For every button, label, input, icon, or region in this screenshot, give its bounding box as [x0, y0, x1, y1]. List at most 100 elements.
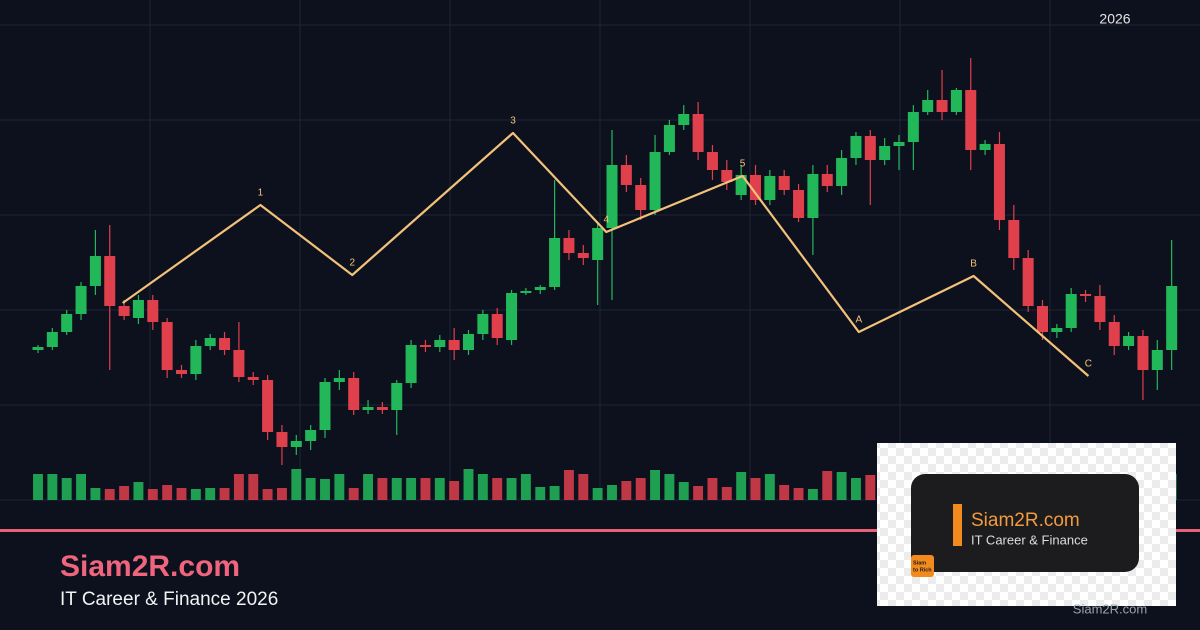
- candle-body: [635, 185, 647, 210]
- wave: 1 2 3 4 5 A B C: [122, 116, 1092, 377]
- candle-body: [333, 378, 345, 382]
- candle-body: [491, 314, 503, 338]
- candle-body: [376, 407, 388, 410]
- volume-bar: [678, 482, 689, 500]
- candle-body: [1051, 328, 1063, 332]
- wave-label: A: [855, 315, 862, 326]
- candle-body: [864, 136, 876, 160]
- candle-body: [577, 253, 589, 258]
- volume-bar: [736, 472, 747, 500]
- candle-body: [448, 340, 460, 350]
- volume-bar: [33, 474, 43, 500]
- volume-bar: [277, 488, 287, 500]
- candle-body: [463, 334, 474, 350]
- candle-body: [276, 432, 288, 447]
- candle-body: [1166, 286, 1178, 350]
- card-tagline: IT Career & Finance: [971, 532, 1088, 547]
- volume-bar: [377, 478, 388, 500]
- volume-bar: [836, 472, 847, 500]
- candle-body: [750, 175, 761, 200]
- volume-bar: [492, 478, 503, 500]
- candle-body: [979, 144, 991, 150]
- card-accent: [953, 504, 962, 546]
- candle-body: [1080, 294, 1092, 296]
- volume-bar: [578, 474, 589, 500]
- volume-bar: [506, 478, 517, 500]
- card: [911, 474, 1139, 572]
- candle-body: [233, 350, 245, 377]
- icon-text: to Rich: [913, 567, 932, 573]
- volume-bar: [621, 481, 632, 500]
- volume-bar: [607, 485, 617, 500]
- volume-bar: [391, 478, 402, 500]
- candle-body: [247, 377, 259, 380]
- candle-body: [391, 383, 403, 410]
- volume-bar: [851, 478, 861, 500]
- volume-bar: [779, 485, 790, 500]
- candle-body: [147, 300, 159, 322]
- candle-body: [506, 293, 518, 340]
- candle-body: [821, 174, 833, 186]
- wave-line: [122, 131, 1090, 377]
- candle-body: [305, 430, 317, 441]
- volume-bar: [176, 488, 187, 500]
- volume-bar: [592, 488, 603, 500]
- candle-body: [1008, 220, 1020, 258]
- candle-body: [879, 146, 891, 160]
- candle-body: [563, 238, 575, 253]
- candle-body: [161, 322, 173, 370]
- wave-label: C: [1085, 359, 1092, 370]
- candle-body: [204, 338, 216, 346]
- watermark: Siam2R.com: [1073, 601, 1147, 616]
- volume-bar: [793, 488, 804, 500]
- wave-label: 3: [510, 116, 516, 127]
- volume-bar: [90, 488, 101, 500]
- candle-body: [32, 347, 44, 350]
- volume-bar: [248, 474, 259, 500]
- volume-bar: [233, 474, 244, 500]
- candle-body: [1022, 258, 1034, 306]
- volume-bar: [764, 474, 775, 500]
- candle-body: [348, 378, 360, 410]
- candle-body: [362, 407, 374, 410]
- candle-body: [706, 152, 718, 170]
- volume-bar: [104, 489, 115, 500]
- candle-body: [549, 238, 561, 287]
- candle-body: [735, 175, 747, 195]
- candle-body: [46, 332, 58, 347]
- candle-body: [534, 287, 546, 290]
- candle-body: [477, 314, 489, 334]
- volume-bar: [664, 474, 675, 500]
- candle-body: [1123, 336, 1135, 346]
- volume-bar: [420, 478, 431, 500]
- candle-body: [850, 136, 862, 158]
- volume-bar: [865, 475, 876, 500]
- candle-body: [764, 176, 776, 200]
- candle-body: [419, 345, 431, 347]
- candle-body: [1151, 350, 1163, 370]
- volume-bar: [721, 487, 732, 500]
- volume-bar: [262, 489, 273, 500]
- volume-bar: [693, 486, 704, 500]
- volume-bar: [305, 478, 316, 500]
- year-label: 2026: [1099, 11, 1130, 27]
- candle-body: [807, 174, 819, 218]
- volume-bar: [47, 474, 58, 500]
- volume-bar: [291, 469, 302, 500]
- volume-bar: [162, 485, 173, 500]
- volume-bar: [822, 471, 833, 500]
- volume-bar: [61, 478, 72, 500]
- candle-body: [434, 340, 446, 347]
- volume-bar: [549, 486, 560, 500]
- candle-body: [405, 345, 417, 383]
- candle-body: [692, 114, 704, 152]
- candle-body: [965, 90, 977, 150]
- wave-label: 2: [349, 258, 355, 269]
- candle-body: [620, 165, 632, 185]
- volume-bar: [434, 478, 445, 500]
- candle-body: [936, 100, 948, 112]
- volume-bar: [564, 470, 574, 500]
- divider: [0, 529, 1200, 532]
- volume-bar: [807, 489, 818, 500]
